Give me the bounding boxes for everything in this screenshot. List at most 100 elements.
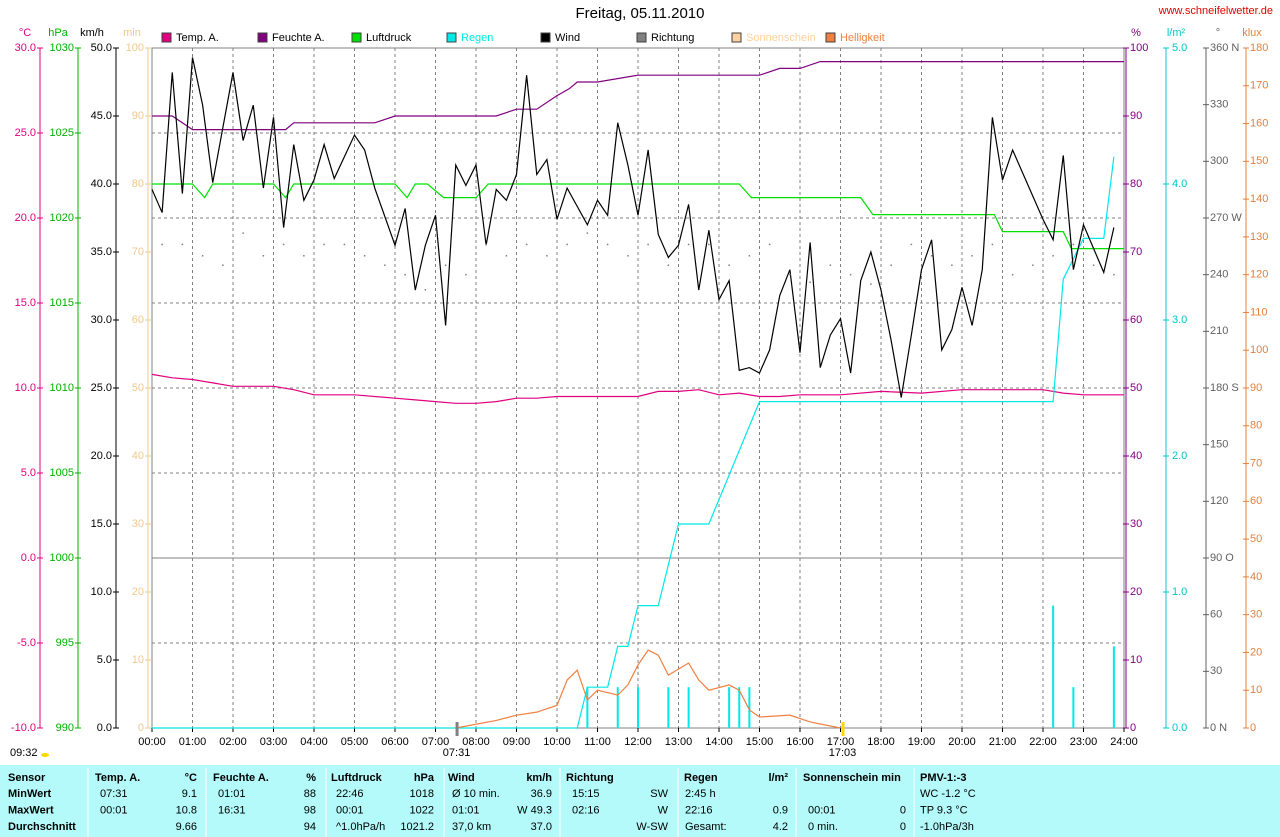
table-header: Luftdruck bbox=[331, 772, 383, 784]
direction-dot bbox=[1011, 273, 1014, 276]
table-cell: TP 9.3 °C bbox=[920, 805, 968, 817]
table-cell: MaxWert bbox=[8, 805, 54, 817]
y-tick-label: 1030 bbox=[50, 42, 74, 54]
table-cell: 0 min. bbox=[808, 821, 838, 833]
sun-marker bbox=[841, 722, 845, 736]
y-tick-label: 70 bbox=[1130, 246, 1142, 258]
y-tick-label: 1015 bbox=[50, 297, 74, 309]
direction-dot bbox=[809, 281, 811, 283]
y-tick-label: 50 bbox=[132, 382, 144, 394]
direction-dot bbox=[505, 255, 508, 257]
y-tick-label: 30 bbox=[1210, 665, 1222, 677]
y-tick-label: 10.0 bbox=[15, 382, 36, 394]
direction-dot bbox=[363, 255, 366, 257]
y-tick-label: 170 bbox=[1250, 80, 1268, 92]
table-cell: 0 bbox=[900, 821, 906, 833]
direction-dot bbox=[1032, 264, 1034, 266]
direction-dot bbox=[303, 255, 305, 257]
axis-unit: % bbox=[1131, 27, 1141, 39]
y-tick-label: 80 bbox=[1130, 178, 1142, 190]
table-cell: 02:16 bbox=[572, 805, 600, 817]
y-tick-label: 50.0 bbox=[91, 42, 112, 54]
table-header: Temp. A. bbox=[95, 772, 140, 784]
y-tick-label: 1000 bbox=[50, 552, 74, 564]
y-tick-label: 50 bbox=[1250, 533, 1262, 545]
direction-dot bbox=[1092, 264, 1095, 266]
table-header: Richtung bbox=[566, 772, 614, 784]
y-tick-label: 25.0 bbox=[91, 382, 112, 394]
x-tick-label: 23:00 bbox=[1070, 736, 1098, 748]
table-cell: WC -1.2 °C bbox=[920, 788, 976, 800]
table-cell: ^1.0hPa/h bbox=[336, 821, 385, 833]
y-tick-label: 40.0 bbox=[91, 178, 112, 190]
legend-label: Temp. A. bbox=[176, 32, 219, 44]
table-cell: 22:16 bbox=[685, 805, 713, 817]
y-tick-label: 60 bbox=[1210, 609, 1222, 621]
sun-marker bbox=[455, 722, 459, 736]
table-cell: -1.0hPa/3h bbox=[920, 821, 974, 833]
y-tick-label: 90 bbox=[1130, 110, 1142, 122]
y-tick-label: 2.0 bbox=[1172, 450, 1187, 462]
direction-dot bbox=[343, 243, 346, 246]
y-tick-label: 995 bbox=[56, 637, 74, 649]
y-tick-label: 10 bbox=[1250, 684, 1262, 696]
y-tick-label: 180 S bbox=[1210, 382, 1239, 394]
legend-label: Feuchte A. bbox=[272, 32, 325, 44]
direction-dot bbox=[748, 255, 751, 257]
x-tick-label: 01:00 bbox=[179, 736, 207, 748]
y-tick-label: 110 bbox=[1250, 306, 1268, 318]
legend-label: Regen bbox=[461, 32, 493, 44]
y-tick-label: 5.0 bbox=[1172, 42, 1187, 54]
rain-bar bbox=[586, 687, 589, 728]
table-cell: 1018 bbox=[410, 788, 434, 800]
y-tick-label: 20.0 bbox=[91, 450, 112, 462]
x-tick-label: 15:00 bbox=[746, 736, 774, 748]
direction-dot bbox=[1072, 243, 1075, 246]
y-tick-label: 60 bbox=[1250, 495, 1262, 507]
y-tick-label: 30 bbox=[1130, 518, 1142, 530]
table-cell: Durchschnitt bbox=[8, 821, 76, 833]
y-tick-label: 80 bbox=[132, 178, 144, 190]
direction-dot bbox=[627, 255, 629, 257]
y-tick-label: 300 bbox=[1210, 155, 1228, 167]
table-cell: 0.9 bbox=[773, 805, 788, 817]
rain-bar bbox=[616, 687, 619, 728]
table-header: °C bbox=[185, 772, 197, 784]
y-tick-label: 120 bbox=[1210, 495, 1228, 507]
table-cell: MinWert bbox=[8, 788, 52, 800]
table-cell: 94 bbox=[304, 821, 316, 833]
x-tick-label: 21:00 bbox=[989, 736, 1017, 748]
table-cell: 0 bbox=[900, 805, 906, 817]
table-cell: 01:01 bbox=[218, 788, 246, 800]
table-header: l/m² bbox=[768, 772, 788, 784]
table-cell: 07:31 bbox=[100, 788, 128, 800]
y-tick-label: 10 bbox=[1130, 654, 1142, 666]
y-tick-label: 120 bbox=[1250, 269, 1268, 281]
legend-swatch bbox=[161, 32, 172, 43]
legend-swatch bbox=[446, 32, 457, 43]
table-header: Wind bbox=[448, 772, 475, 784]
axis-unit: min bbox=[123, 27, 141, 39]
axis-unit: l/m² bbox=[1167, 27, 1186, 39]
y-tick-label: 150 bbox=[1250, 155, 1268, 167]
x-tick-label: 13:00 bbox=[665, 736, 693, 748]
y-tick-label: 30.0 bbox=[15, 42, 36, 54]
direction-dot bbox=[870, 283, 872, 285]
sun-icon bbox=[41, 753, 49, 757]
direction-dot bbox=[728, 264, 730, 266]
direction-dot bbox=[971, 255, 973, 257]
table-cell: W bbox=[658, 805, 669, 817]
direction-dot bbox=[485, 243, 487, 246]
table-cell: 16:31 bbox=[218, 805, 246, 817]
direction-dot bbox=[829, 264, 832, 266]
direction-dot bbox=[789, 273, 791, 276]
direction-dot bbox=[991, 243, 994, 246]
series-line bbox=[151, 57, 1115, 398]
legend-swatch bbox=[257, 32, 268, 43]
rain-bar bbox=[728, 687, 731, 728]
x-tick-label: 19:00 bbox=[908, 736, 936, 748]
y-tick-label: 15.0 bbox=[15, 297, 36, 309]
direction-dot bbox=[404, 273, 406, 276]
legend-label: Wind bbox=[555, 32, 580, 44]
table-cell: 4.2 bbox=[773, 821, 788, 833]
